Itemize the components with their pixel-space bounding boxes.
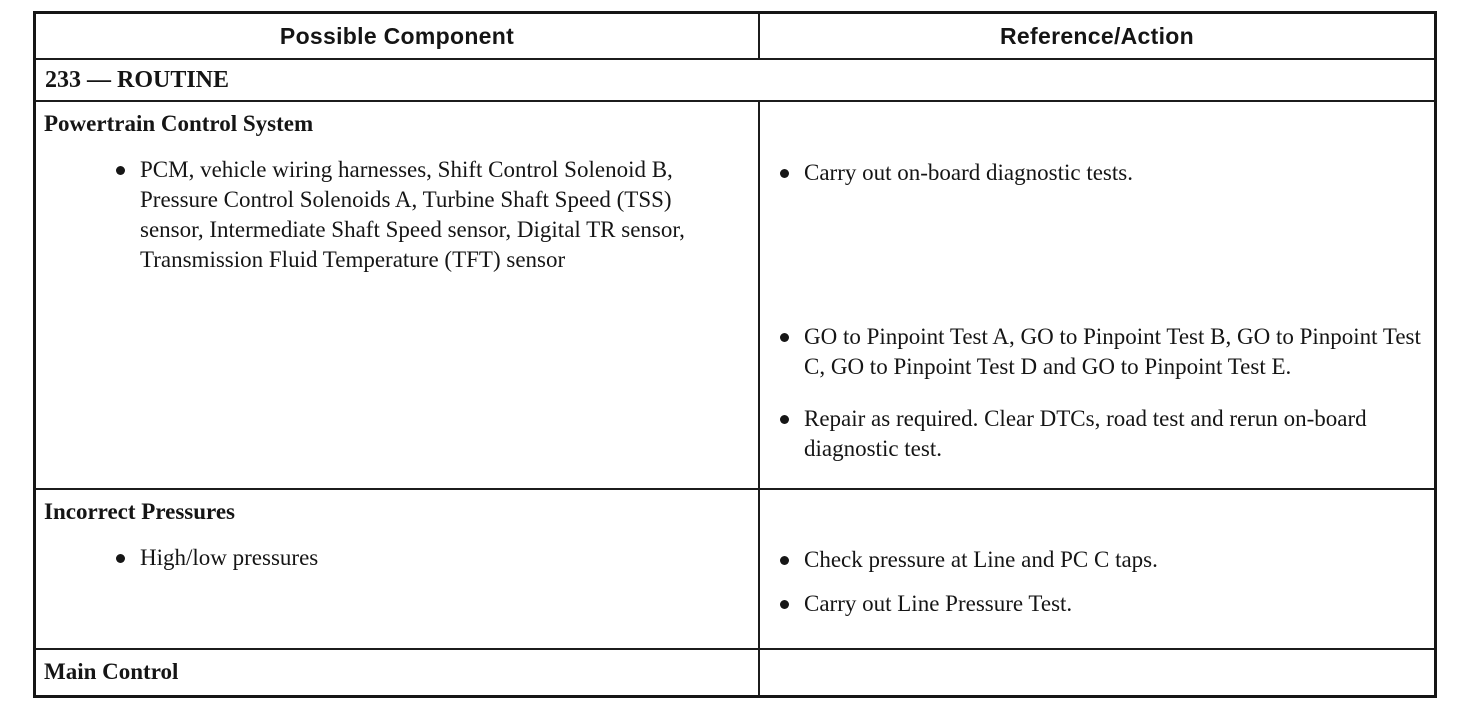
section-row: 233 — ROUTINE: [36, 60, 1434, 102]
bullet-icon: [780, 556, 789, 565]
action-bullet-text: Check pressure at Line and PC C taps.: [804, 547, 1158, 572]
list-item: GO to Pinpoint Test A, GO to Pinpoint Te…: [780, 322, 1426, 382]
diagnostic-table: Possible Component Reference/Action 233 …: [33, 11, 1437, 698]
component-cell: Main Control: [36, 650, 760, 695]
list-item: Carry out on-board diagnostic tests.: [780, 158, 1426, 188]
action-cell: Carry out on-board diagnostic tests. GO …: [760, 102, 1434, 488]
bullet-icon: [780, 333, 789, 342]
action-bullet-text: Carry out on-board diagnostic tests.: [804, 160, 1133, 185]
action-bullet-text: Repair as required. Clear DTCs, road tes…: [804, 406, 1367, 461]
bullet-icon: [116, 166, 125, 175]
section-title: 233 — ROUTINE: [45, 66, 230, 93]
bullet-icon: [780, 169, 789, 178]
table-row-powertrain: Powertrain Control System PCM, vehicle w…: [36, 102, 1434, 490]
list-item: Check pressure at Line and PC C taps.: [780, 545, 1426, 575]
bullet-icon: [780, 600, 789, 609]
component-heading: Incorrect Pressures: [44, 499, 235, 524]
action-bullet-text: Carry out Line Pressure Test.: [804, 591, 1073, 616]
component-bullet-text: High/low pressures: [140, 545, 319, 570]
component-heading: Powertrain Control System: [44, 111, 314, 136]
list-item: High/low pressures: [116, 543, 748, 573]
action-cell: Check pressure at Line and PC C taps. Ca…: [760, 490, 1434, 648]
component-heading: Main Control: [44, 659, 179, 684]
list-item: Repair as required. Clear DTCs, road tes…: [780, 404, 1426, 464]
component-cell: Powertrain Control System PCM, vehicle w…: [36, 102, 760, 488]
column-header-reference-action: Reference/Action: [1000, 22, 1194, 49]
action-cell: [760, 650, 1434, 695]
list-item: PCM, vehicle wiring harnesses, Shift Con…: [116, 155, 748, 275]
bullet-icon: [780, 415, 789, 424]
table-header-row: Possible Component Reference/Action: [36, 14, 1434, 60]
component-cell: Incorrect Pressures High/low pressures: [36, 490, 760, 648]
table-row-incorrect-pressures: Incorrect Pressures High/low pressures C…: [36, 490, 1434, 650]
bullet-icon: [116, 554, 125, 563]
list-item: Carry out Line Pressure Test.: [780, 589, 1426, 619]
action-bullet-text: GO to Pinpoint Test A, GO to Pinpoint Te…: [804, 324, 1421, 379]
component-bullet-text: PCM, vehicle wiring harnesses, Shift Con…: [140, 157, 685, 272]
table-row-main-control: Main Control: [36, 650, 1434, 695]
column-header-possible-component: Possible Component: [36, 14, 760, 58]
